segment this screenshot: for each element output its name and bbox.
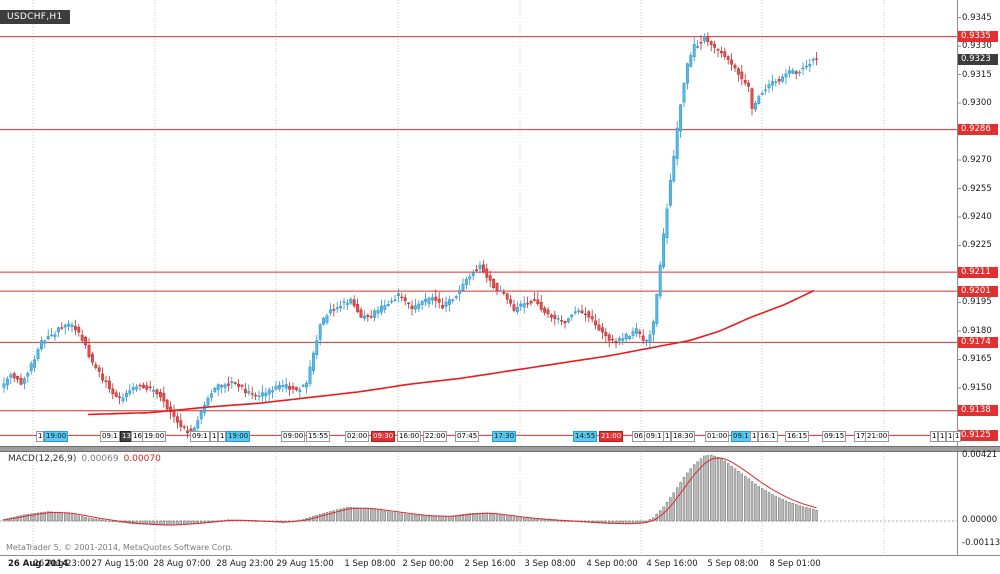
event-time-marker[interactable]: 19:00 bbox=[226, 431, 251, 442]
event-time-marker[interactable]: 17:30 bbox=[492, 431, 517, 442]
macd-axis-max-label: 0.00421 bbox=[962, 450, 998, 460]
time-axis-label: 1 Sep 08:00 bbox=[344, 559, 396, 569]
time-axis-label: 5 Sep 08:00 bbox=[707, 559, 759, 569]
event-time-marker[interactable]: 02:00 bbox=[345, 431, 370, 442]
event-time-marker[interactable]: 14:55 bbox=[573, 431, 598, 442]
price-tick-label: 0.9300 bbox=[962, 98, 992, 109]
event-time-marker[interactable]: 1 bbox=[938, 431, 947, 442]
level-price-badge: 0.9125 bbox=[958, 429, 998, 441]
price-tick-label: 0.9180 bbox=[962, 325, 992, 336]
event-time-marker[interactable]: 1 bbox=[953, 431, 962, 442]
event-time-marker[interactable]: 19:00 bbox=[44, 431, 69, 442]
event-time-marker[interactable]: 09:15 bbox=[822, 431, 847, 442]
level-price-badge: 0.9335 bbox=[958, 31, 998, 43]
time-axis-label: 2 Sep 16:00 bbox=[464, 559, 516, 569]
time-axis-label: 4 Sep 16:00 bbox=[646, 559, 698, 569]
time-axis-label: 27 Aug 15:00 bbox=[91, 559, 149, 569]
event-time-marker[interactable]: 16:15 bbox=[785, 431, 810, 442]
level-price-badge: 0.9286 bbox=[958, 124, 998, 136]
event-time-marker[interactable]: 09:00 bbox=[281, 431, 306, 442]
grid-lines bbox=[32, 0, 885, 553]
event-time-marker[interactable]: 21:00 bbox=[599, 431, 624, 442]
event-time-marker[interactable]: 1 bbox=[930, 431, 939, 442]
time-axis-label: 28 Aug 23:00 bbox=[216, 559, 274, 569]
event-marker-row: 1 19:00 09:1 13 16 19:00 09:1 1 1 19:00 09:00 15:55… bbox=[0, 431, 1000, 443]
macd-axis-min-label: -0.00113 bbox=[962, 538, 1000, 548]
price-tick-label: 0.9240 bbox=[962, 212, 992, 222]
macd-value-axis: 0.00421 0.00000 -0.00113 bbox=[958, 446, 1000, 556]
time-axis-label: 28 Aug 07:00 bbox=[153, 559, 211, 569]
time-axis-label: 2 Sep 00:00 bbox=[402, 559, 454, 569]
time-axis-label: 3 Sep 08:00 bbox=[524, 559, 576, 569]
macd-axis-zero-label: 0.00000 bbox=[962, 515, 998, 525]
event-time-marker[interactable]: 09:1 bbox=[644, 431, 664, 442]
time-axis-label: 26 Aug 2014 bbox=[8, 559, 69, 569]
current-price-badge: 0.9323 bbox=[958, 53, 998, 65]
level-price-badge: 0.9201 bbox=[958, 285, 998, 297]
price-tick-label: 0.9315 bbox=[962, 69, 992, 80]
time-axis[interactable]: 26 Aug 2014 26 Aug 23:00 27 Aug 15:00 28 Au… bbox=[0, 556, 1000, 574]
macd-signal-line bbox=[3, 457, 817, 526]
event-time-marker[interactable]: 22:00 bbox=[423, 431, 448, 442]
price-tick-label: 0.9270 bbox=[962, 155, 992, 166]
time-axis-label: 29 Aug 15:00 bbox=[276, 559, 334, 569]
macd-indicator-label: MACD(12,26,9) 0.00069 0.00070 bbox=[8, 454, 161, 464]
event-time-marker[interactable]: 1 bbox=[750, 431, 759, 442]
price-tick-label: 0.9165 bbox=[962, 354, 992, 365]
event-time-marker[interactable]: 1 bbox=[663, 431, 672, 442]
price-tick-label: 0.9330 bbox=[962, 41, 992, 52]
event-time-marker[interactable]: 1 bbox=[218, 431, 227, 442]
event-time-marker[interactable]: 09:1 bbox=[731, 431, 751, 442]
price-tick-label: 0.9225 bbox=[962, 240, 992, 251]
time-axis-label: 8 Sep 01:00 bbox=[769, 559, 821, 569]
event-time-marker[interactable]: 1 bbox=[36, 431, 45, 442]
event-time-marker[interactable]: 09:30 bbox=[371, 431, 396, 442]
event-time-marker[interactable]: 19:00 bbox=[142, 431, 167, 442]
event-time-marker[interactable]: 21:00 bbox=[865, 431, 890, 442]
price-tick-label: 0.9345 bbox=[962, 12, 992, 23]
moving-average-line[interactable] bbox=[87, 289, 815, 416]
price-tick-label: 0.9195 bbox=[962, 297, 992, 308]
macd-name: MACD(12,26,9) bbox=[8, 454, 77, 464]
event-time-marker[interactable]: 16:00 bbox=[397, 431, 422, 442]
price-axis[interactable]: 0.9345 0.9330 0.9315 0.9300 0.9270 0.9255 0.92… bbox=[958, 0, 1000, 555]
event-time-marker[interactable]: 09:1 bbox=[190, 431, 210, 442]
event-time-marker[interactable]: 18:30 bbox=[671, 431, 696, 442]
panel-separator[interactable] bbox=[0, 446, 1000, 452]
event-time-marker[interactable]: 09:1 bbox=[100, 431, 120, 442]
level-price-badge: 0.9138 bbox=[958, 405, 998, 417]
price-tick-label: 0.9255 bbox=[962, 183, 992, 194]
level-price-badge: 0.9211 bbox=[958, 266, 998, 278]
event-time-marker[interactable]: 07:45 bbox=[455, 431, 480, 442]
copyright-text: MetaTrader 5, © 2001-2014, MetaQuotes So… bbox=[6, 543, 234, 552]
time-axis-label: 4 Sep 00:00 bbox=[586, 559, 638, 569]
event-time-marker[interactable]: 1 bbox=[210, 431, 219, 442]
macd-histogram bbox=[2, 454, 818, 526]
chart-symbol-label: USDCHF,H1 bbox=[0, 10, 70, 24]
event-time-marker[interactable]: 15:55 bbox=[306, 431, 331, 442]
time-axis-label: 26 Aug 23:00 bbox=[33, 559, 91, 569]
event-time-marker[interactable]: 16:1 bbox=[758, 431, 778, 442]
event-time-marker[interactable]: 06 bbox=[632, 431, 645, 442]
price-tick-label: 0.9150 bbox=[962, 382, 992, 393]
candlestick-series[interactable] bbox=[2, 32, 819, 439]
macd-signal-value: 0.00070 bbox=[123, 454, 161, 464]
macd-main-value: 0.00069 bbox=[81, 454, 119, 464]
level-price-badge: 0.9174 bbox=[958, 336, 998, 348]
event-time-marker[interactable]: 01:00 bbox=[705, 431, 730, 442]
